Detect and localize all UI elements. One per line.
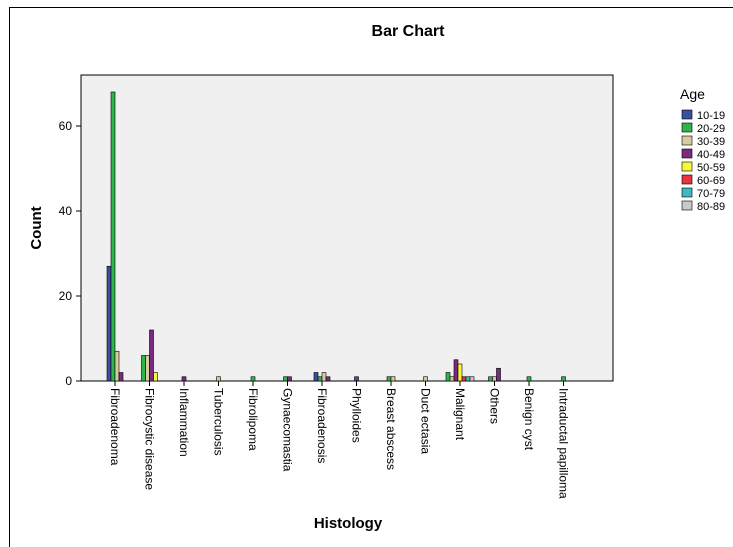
bar-30-39-breast-abscess: [390, 376, 396, 382]
legend-swatch: [681, 148, 693, 159]
legend-label: 20-29: [697, 123, 725, 135]
bar-30-39-fibroadenosis: [321, 372, 327, 382]
bar-50-59-fibrocystic-disease: [153, 372, 158, 382]
x-tick-label: Fibroadenoma: [108, 388, 122, 466]
bar-40-49-malignant: [453, 359, 459, 382]
legend-title: Age: [680, 86, 705, 102]
y-tick-label: 20: [59, 289, 73, 303]
x-tick-label: Breast abscess: [384, 388, 398, 470]
bar-50-59-malignant: [457, 363, 463, 382]
bar-60-69-malignant: [461, 376, 467, 382]
bar-20-29-gynaecomastia: [283, 376, 288, 382]
y-axis-label: Count: [28, 206, 45, 249]
legend: Age 10-1920-2930-3940-4950-5960-6970-798…: [680, 86, 725, 213]
legend-label: 70-79: [697, 188, 725, 200]
x-tick-label: Gynaecomastia: [281, 388, 295, 472]
bar-20-29-fibroadenosis: [317, 376, 323, 382]
x-tick-label: Fibrocystic disease: [143, 388, 157, 490]
bar-40-49-inflammation: [181, 376, 187, 382]
x-tick-label: Intraductal papilloma: [557, 388, 571, 499]
bar-20-29-fibrolipoma: [250, 376, 256, 382]
legend-label: 80-89: [697, 201, 725, 213]
x-tick-label: Tuberculosis: [212, 388, 226, 456]
legend-swatch: [681, 174, 693, 185]
bar-30-39-duct-ectasia: [423, 376, 428, 382]
bar-80-89-malignant: [469, 376, 475, 382]
bar-10-19-phylloides: [354, 376, 359, 382]
bar-40-49-fibroadenosis: [325, 376, 331, 382]
y-tick-label: 0: [65, 374, 72, 388]
x-tick-label: Fibroadenosis: [315, 388, 329, 463]
legend-label: 60-69: [697, 175, 725, 187]
legend-swatch: [681, 135, 693, 146]
legend-swatch: [681, 161, 693, 172]
bar-20-29-breast-abscess: [386, 376, 392, 382]
bar-40-49-fibrocystic-disease: [149, 329, 154, 382]
legend-label: 10-19: [697, 110, 725, 122]
bar-40-49-others: [496, 367, 501, 382]
legend-label: 50-59: [697, 162, 725, 174]
x-tick-label: Others: [488, 388, 502, 424]
bar-10-19-fibroadenosis: [313, 372, 319, 382]
bar-70-79-malignant: [465, 376, 471, 382]
y-axis: 0 20 40 60: [59, 119, 81, 388]
x-tick-label: Malignant: [453, 388, 467, 441]
bar-20-29-intraductal-papilloma: [561, 376, 566, 382]
chart-title: Bar Chart: [372, 23, 446, 40]
plot-area: [80, 74, 614, 382]
bar-10-19-fibroadenoma: [106, 265, 112, 382]
bar-30-39-tuberculosis: [216, 376, 221, 382]
bar-40-49-fibroadenoma: [118, 372, 124, 382]
legend-swatch: [681, 187, 693, 198]
bar-20-29-fibroadenoma: [110, 91, 116, 382]
legend-swatch: [681, 109, 693, 120]
x-axis: Fibroadenoma Fibrocystic disease Inflammat…: [108, 381, 571, 499]
y-tick-label: 60: [59, 119, 73, 133]
bar-30-39-malignant: [449, 376, 455, 382]
y-tick-label: 40: [59, 204, 73, 218]
x-tick-label: Phylloides: [350, 388, 364, 443]
legend-label: 40-49: [697, 149, 725, 161]
bar-20-29-fibrocystic-disease: [141, 355, 146, 382]
x-tick-label: Duct ectasia: [419, 388, 433, 454]
bar-30-39-fibroadenoma: [114, 350, 120, 382]
x-tick-label: Fibrolipoma: [246, 388, 260, 451]
legend-label: 30-39: [697, 136, 725, 148]
x-tick-label: Benign cyst: [522, 388, 536, 451]
bar-40-49-gynaecomastia: [287, 376, 292, 382]
bar-30-39-fibrocystic-disease: [145, 355, 150, 382]
bars-group: [106, 91, 566, 382]
x-axis-label: Histology: [314, 515, 383, 532]
x-tick-label: Inflammation: [177, 388, 191, 457]
bar-20-29-benign-cyst: [526, 376, 532, 382]
chart-frame: [9, 7, 733, 547]
bar-20-29-others: [488, 376, 493, 382]
bar-30-39-others: [492, 376, 497, 382]
legend-swatch: [681, 200, 693, 211]
legend-swatch: [681, 122, 693, 133]
bar-20-29-malignant: [445, 372, 451, 382]
